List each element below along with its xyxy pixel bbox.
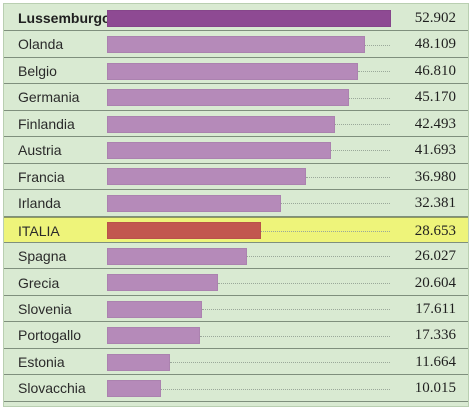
bar-chart: Lussemburgo 52.902 Olanda 48.109 Belgio 46.81… [3, 3, 469, 407]
value-label: 46.810 [414, 62, 456, 79]
bar [107, 247, 247, 265]
category-label: Spagna [18, 248, 67, 265]
bar-row: Portogallo 17.336 [4, 322, 468, 349]
bar [107, 353, 170, 371]
category-label: Estonia [18, 353, 65, 370]
bar-row: Slovenia 17.611 [4, 296, 468, 323]
value-label: 20.604 [414, 274, 456, 291]
category-label: Irlanda [18, 195, 61, 212]
bar [107, 327, 201, 345]
bar [107, 194, 281, 212]
value-label: 52.902 [414, 10, 456, 26]
value-label: 17.336 [414, 327, 456, 344]
category-label: Finlandia [18, 115, 75, 132]
bar [107, 141, 331, 159]
bar-row: Slovacchia 10.015 [4, 375, 468, 402]
bar [107, 115, 336, 133]
category-label: Olanda [18, 36, 64, 53]
bar [107, 9, 391, 27]
bar-row: Finlandia 42.493 [4, 111, 468, 138]
category-label: Slovenia [18, 300, 72, 317]
value-label: 41.693 [414, 142, 456, 159]
category-label: Slovacchia [18, 380, 86, 397]
category-label: Belgio [18, 62, 57, 79]
leader-line [169, 362, 390, 364]
value-label: 26.027 [414, 248, 456, 265]
bar [107, 36, 366, 54]
category-label: Francia [18, 168, 65, 185]
bar-row: Irlanda 32.381 [4, 190, 468, 217]
bar-row: Germania 45.170 [4, 84, 468, 111]
leader-line [246, 256, 390, 258]
value-label: 42.493 [414, 115, 456, 132]
bar [107, 168, 306, 186]
bar-row: ITALIA 28.653 [4, 216, 468, 244]
category-label: ITALIA [18, 222, 60, 239]
bar [107, 222, 261, 240]
bar-row: Belgio 46.810 [4, 58, 468, 85]
bar [107, 274, 218, 292]
bar-row: Estonia 11.664 [4, 349, 468, 376]
bar-row: Spagna 26.027 [4, 243, 468, 270]
bar-row: Francia 36.980 [4, 164, 468, 191]
bar [107, 62, 359, 80]
bar [107, 300, 202, 318]
value-label: 36.980 [414, 168, 456, 185]
leader-line [358, 71, 390, 73]
bar [107, 380, 161, 398]
value-label: 17.611 [415, 300, 456, 317]
value-label: 28.653 [414, 222, 456, 239]
leader-line [200, 335, 390, 337]
value-label: 10.015 [414, 380, 456, 397]
bar-row: Austria 41.693 [4, 137, 468, 164]
value-label: 32.381 [414, 195, 456, 212]
category-label: Germania [18, 89, 80, 106]
leader-line [305, 176, 390, 178]
leader-line [280, 203, 390, 205]
category-label: Austria [18, 142, 62, 159]
leader-line [217, 282, 390, 284]
leader-line [330, 150, 390, 152]
leader-line [335, 124, 390, 126]
leader-line [160, 388, 390, 390]
category-label: Grecia [18, 274, 60, 291]
bar-row: Grecia 20.604 [4, 270, 468, 296]
category-label: Lussemburgo [18, 10, 111, 26]
leader-line [365, 44, 390, 46]
bar-row: Olanda 48.109 [4, 31, 468, 58]
bar [107, 89, 350, 107]
category-label: Portogallo [18, 327, 82, 344]
value-label: 45.170 [414, 89, 456, 106]
leader-line [349, 97, 390, 99]
leader-line [260, 230, 390, 232]
value-label: 48.109 [414, 36, 456, 53]
value-label: 11.664 [415, 353, 456, 370]
bar-row: Lussemburgo 52.902 [4, 5, 468, 32]
leader-line [201, 309, 390, 311]
